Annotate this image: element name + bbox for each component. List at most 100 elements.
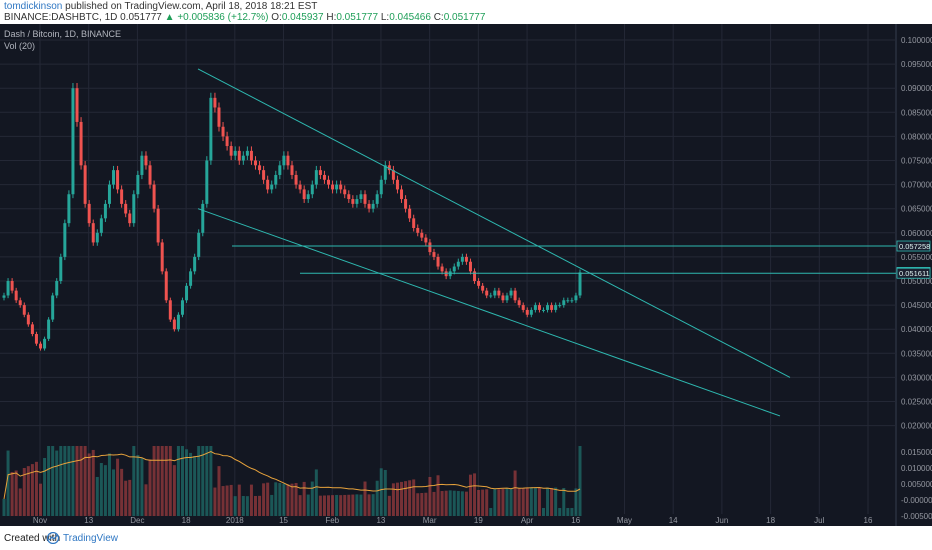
time-tick-label: Dec (130, 516, 144, 525)
volume-bar (347, 494, 351, 516)
tradingview-brand[interactable]: TradingView (63, 533, 119, 544)
candle (87, 203, 91, 224)
volume-bar (217, 466, 221, 516)
candle (258, 165, 262, 171)
volume-bar (554, 487, 558, 516)
candle (432, 252, 436, 257)
candle (546, 305, 550, 310)
candle (505, 295, 509, 301)
candle (420, 232, 424, 238)
volume-bar (546, 487, 550, 516)
volume-bar (290, 483, 294, 516)
candle (440, 266, 444, 272)
candle (493, 290, 497, 296)
volume-bar (120, 468, 124, 516)
candle (164, 271, 168, 301)
candle (112, 170, 116, 185)
volume-bar (209, 446, 213, 516)
author-link[interactable]: tomdickinson (4, 1, 63, 12)
candle (270, 184, 274, 190)
legend-title: Dash / Bitcoin, 1D, BINANCE (4, 29, 122, 39)
volume-bar (306, 494, 310, 516)
volume-bar (570, 508, 574, 516)
candle (10, 281, 14, 291)
volume-bar (379, 468, 383, 516)
volume-bar (286, 484, 290, 516)
candle (99, 218, 103, 233)
volume-bar (34, 461, 38, 516)
price-tick-label: 0.020000 (901, 422, 932, 431)
volume-bar (39, 483, 43, 516)
candle (460, 256, 464, 262)
candle (34, 334, 38, 344)
volume-bar (310, 481, 314, 516)
volume-bar (75, 446, 79, 516)
volume-bar (249, 484, 253, 516)
volume-bar (274, 482, 278, 516)
candle (136, 174, 140, 195)
volume-bar (521, 488, 525, 516)
volume-bar (578, 446, 582, 516)
volume-bar (464, 491, 468, 516)
candle (302, 189, 306, 200)
volume-bar (367, 494, 371, 516)
volume-bar (79, 446, 83, 516)
volume-bar (63, 446, 67, 516)
candle (509, 290, 513, 296)
candle (63, 223, 67, 257)
volume-bar (189, 452, 193, 516)
candle (521, 305, 525, 310)
volume-bar (26, 466, 30, 516)
candle (525, 309, 529, 315)
candle (456, 261, 460, 267)
volume-bar (375, 480, 379, 516)
volume-bar (282, 483, 286, 516)
candle (67, 194, 71, 224)
candle (241, 155, 245, 161)
time-tick-label: 13 (376, 516, 385, 525)
candle (253, 160, 257, 166)
last-price: 0.051777 (120, 12, 162, 23)
volume-bar (47, 446, 51, 516)
candle (473, 271, 477, 281)
candle (205, 160, 209, 204)
candle (379, 179, 383, 195)
volume-bar (485, 489, 489, 516)
volume-bar (343, 494, 347, 516)
candle (416, 227, 420, 233)
price-tick-label: 0.065000 (901, 205, 932, 214)
candle (310, 184, 314, 195)
close-value: 0.051777 (443, 12, 486, 23)
volume-bar (363, 481, 367, 516)
created-with: Created with (4, 533, 61, 544)
price-tick-label: 0.055000 (901, 253, 932, 262)
time-tick-label: 16 (571, 516, 580, 525)
volume-bar (509, 488, 513, 516)
price-tick-label: 0.045000 (901, 301, 932, 310)
candle (322, 174, 326, 180)
candle (404, 199, 408, 209)
candle (185, 285, 189, 301)
price-chart[interactable]: 0.100000 0.095000 0.090000 0.085000 0.080000… (0, 24, 932, 526)
volume-bar (314, 469, 318, 516)
candle (294, 174, 298, 185)
candle (306, 194, 310, 200)
volume-bar (124, 480, 128, 516)
volume-bar (339, 495, 343, 516)
candle (351, 199, 355, 204)
candle (286, 155, 290, 166)
time-tick-label: 16 (864, 516, 873, 525)
candle (395, 179, 399, 190)
candle (468, 261, 472, 272)
candle (79, 121, 83, 166)
chart-area[interactable]: 0.100000 0.095000 0.090000 0.085000 0.080000… (0, 24, 932, 526)
volume-bar (241, 496, 245, 516)
volume-bar (116, 458, 120, 516)
volume-bar (2, 498, 6, 516)
volume-bar (18, 488, 22, 516)
candle (172, 319, 176, 330)
candle (363, 194, 367, 204)
volume-bar (513, 470, 517, 516)
volume-bar (493, 488, 497, 516)
time-tick-label: 2018 (226, 516, 244, 525)
